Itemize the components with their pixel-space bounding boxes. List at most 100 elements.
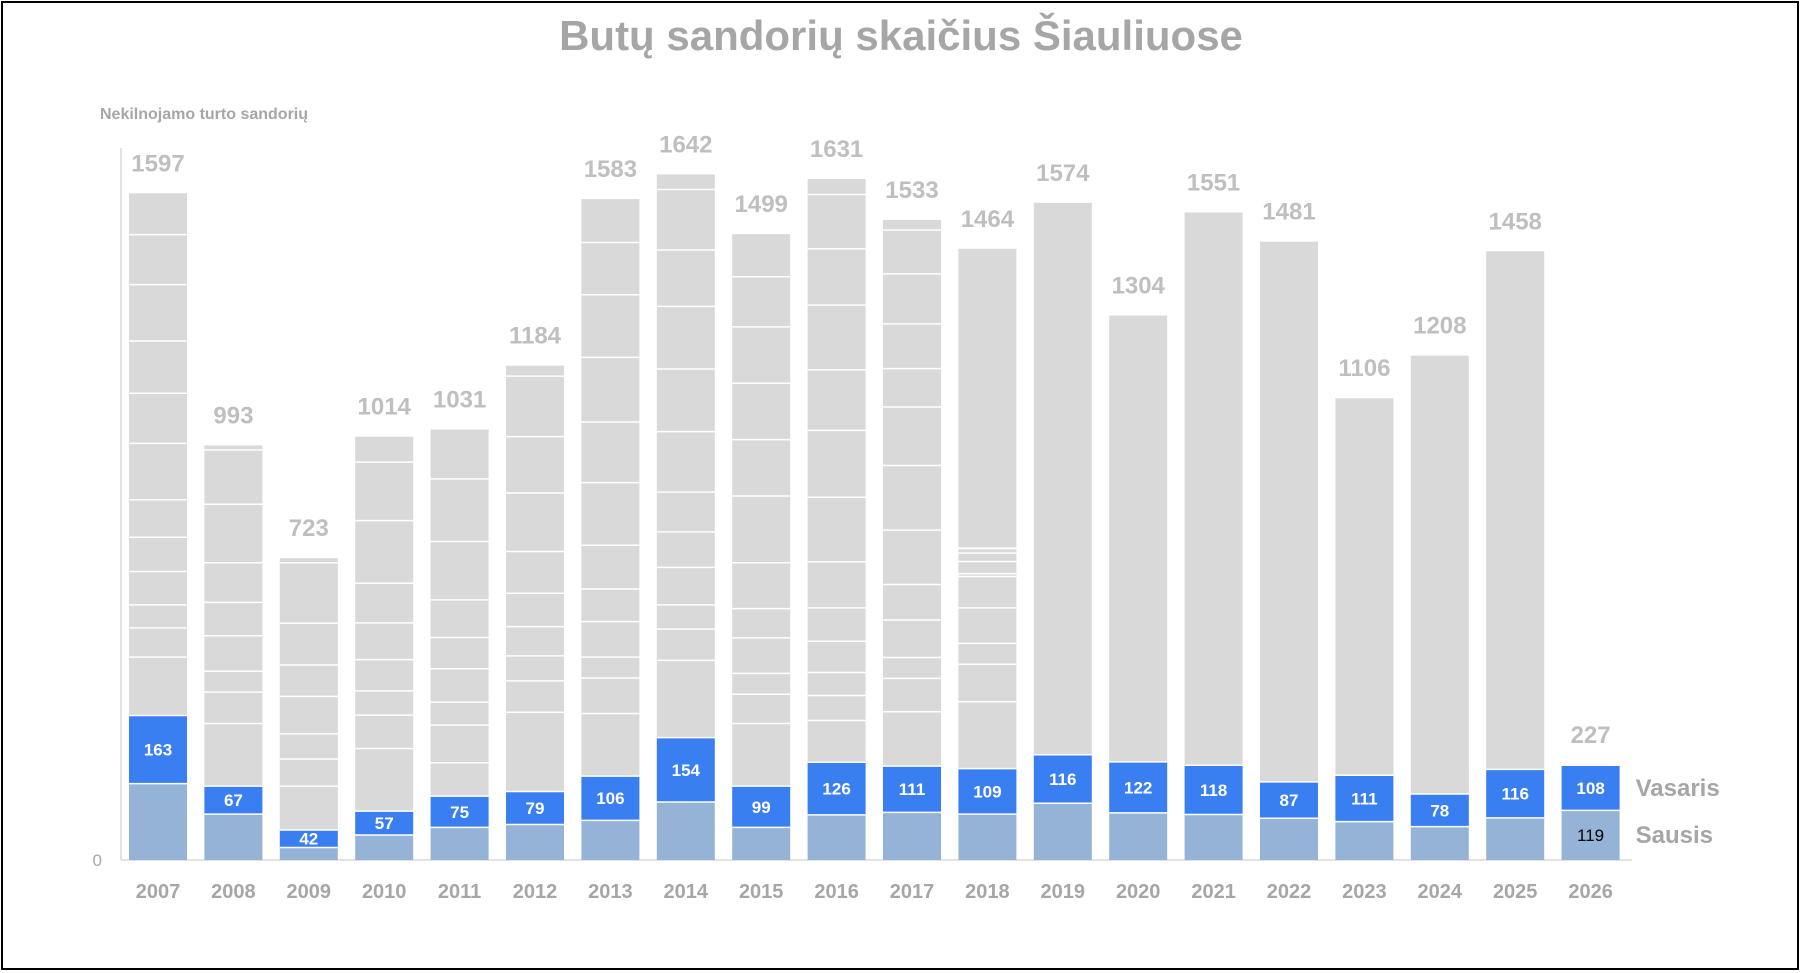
bar-segment-vasaris: [1561, 765, 1620, 811]
x-tick-label: 2019: [1041, 881, 1086, 903]
bar-segment-vasaris: [506, 791, 564, 825]
bar-segment-other-months: [732, 234, 791, 787]
total-label: 723: [289, 515, 329, 542]
data-label-sausis: 119: [1577, 826, 1604, 845]
bar-segment-other-months: [506, 365, 564, 792]
x-tick-label: 2020: [1116, 881, 1161, 903]
total-label: 1458: [1489, 208, 1542, 235]
total-label: 1106: [1338, 355, 1390, 382]
bar-segment-sausis: [1335, 821, 1394, 860]
data-label-vasaris: 42: [299, 830, 318, 849]
total-label: 1551: [1187, 169, 1240, 196]
x-tick-label: 2021: [1191, 881, 1236, 903]
chart-title: Butų sandorių skaičius Šiauliuose: [559, 11, 1243, 59]
bar-segment-sausis: [1561, 810, 1620, 860]
bar-segment-sausis: [1260, 818, 1318, 860]
bar-segment-sausis: [883, 812, 941, 860]
total-label: 1014: [358, 394, 412, 421]
bar-segment-vasaris: [355, 811, 414, 835]
x-tick-label: 2016: [814, 881, 859, 903]
x-tick-label: 2024: [1418, 881, 1463, 903]
total-label: 1184: [509, 323, 562, 350]
legend: Vasaris Sausis: [1636, 775, 1720, 849]
total-label: 993: [213, 402, 253, 429]
bar-segment-other-months: [883, 219, 941, 767]
bar-segment-vasaris: [1410, 794, 1469, 827]
x-tick-label: 2011: [438, 881, 481, 903]
bar-segment-sausis: [958, 814, 1017, 860]
x-tick-label: 2022: [1267, 881, 1312, 903]
bar-segment-other-months: [1260, 241, 1318, 782]
bar-segment-sausis: [732, 827, 791, 860]
bar-segment-other-months: [204, 445, 263, 787]
bar-segment-sausis: [506, 824, 564, 860]
bar-segment-vasaris: [1184, 765, 1243, 815]
bar-segment-sausis: [129, 783, 187, 860]
total-label: 1597: [131, 150, 184, 177]
bar-segment-sausis: [656, 801, 715, 860]
y-axis-label: Nekilnojamo turto sandorių: [100, 106, 308, 123]
data-label-vasaris: 126: [822, 780, 850, 799]
x-tick-label: 2009: [287, 881, 332, 903]
data-label-vasaris: 99: [752, 798, 771, 817]
data-label-vasaris: 57: [375, 814, 394, 833]
bar-segment-other-months: [1486, 251, 1545, 770]
x-tick-label: 2007: [136, 881, 181, 903]
total-label: 1583: [584, 156, 637, 183]
bar-segment-sausis: [1486, 817, 1545, 860]
total-label: 1642: [659, 131, 712, 158]
x-tick-label: 2014: [664, 881, 709, 903]
data-label-vasaris: 122: [1124, 778, 1152, 797]
bar-segment-sausis: [204, 814, 263, 860]
bar-segment-other-months: [958, 248, 1017, 769]
bar-segment-vasaris: [1486, 769, 1545, 818]
x-tick-label: 2013: [588, 881, 633, 903]
bar-segment-vasaris: [732, 786, 791, 828]
total-label: 1304: [1112, 273, 1166, 300]
bars-group: 163 1597 2007 67 993 2008 42 723 2009 57 1014 2010 7…: [129, 131, 1620, 903]
x-tick-label: 2018: [965, 881, 1010, 903]
bar-segment-vasaris: [1033, 754, 1092, 804]
total-label: 1481: [1262, 199, 1315, 226]
bar-segment-sausis: [1033, 803, 1092, 860]
data-label-vasaris: 75: [450, 803, 469, 822]
bar-segment-other-months: [1410, 355, 1469, 795]
bar-segment-sausis: [355, 834, 414, 860]
bar-segment-sausis: [581, 820, 640, 860]
bar-segment-other-months: [1335, 398, 1394, 776]
data-label-vasaris: 118: [1200, 781, 1227, 800]
data-label-vasaris: 87: [1280, 791, 1299, 810]
total-label: 1631: [810, 136, 863, 163]
data-label-vasaris: 116: [1501, 785, 1528, 804]
x-tick-label: 2026: [1568, 881, 1613, 903]
x-tick-label: 2008: [211, 881, 256, 903]
x-tick-label: 2023: [1342, 881, 1387, 903]
legend-item-vasaris: Vasaris: [1636, 775, 1720, 802]
data-label-vasaris: 106: [596, 789, 624, 808]
bar-segment-other-months: [355, 436, 414, 812]
total-label: 1574: [1036, 160, 1090, 187]
bar-segment-vasaris: [430, 796, 489, 828]
bar-segment-sausis: [430, 827, 489, 860]
data-label-vasaris: 163: [144, 741, 172, 760]
legend-item-sausis: Sausis: [1636, 822, 1713, 849]
bar-segment-vasaris: [807, 762, 866, 815]
bar-segment-sausis: [1184, 814, 1243, 860]
data-label-vasaris: 108: [1576, 779, 1604, 798]
bar-segment-other-months: [129, 193, 187, 716]
total-label: 1208: [1413, 313, 1466, 340]
bar-segment-sausis: [807, 814, 866, 860]
bar-segment-other-months: [430, 429, 489, 797]
bar-segment-vasaris: [581, 776, 640, 821]
bar-segment-vasaris: [1109, 761, 1168, 813]
data-label-vasaris: 154: [672, 761, 701, 780]
bar-segment-other-months: [1033, 202, 1092, 755]
bar-segment-vasaris: [958, 768, 1017, 815]
bar-segment-vasaris: [1335, 775, 1394, 822]
bar-segment-other-months: [279, 558, 338, 830]
bar-segment-other-months: [656, 174, 715, 738]
total-label: 227: [1571, 722, 1611, 749]
bar-segment-other-months: [1109, 315, 1168, 762]
data-label-vasaris: 116: [1049, 770, 1076, 789]
